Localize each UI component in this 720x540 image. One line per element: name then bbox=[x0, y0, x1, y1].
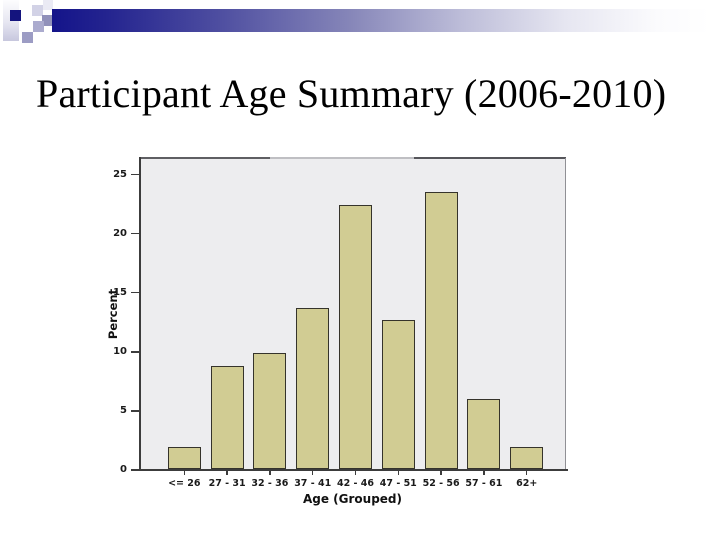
decor-accent-bar bbox=[52, 9, 710, 32]
age-summary-bar-chart: Percent Age (Grouped) <= 26 27 - 31 32 - 3… bbox=[103, 153, 583, 508]
x-tick bbox=[483, 470, 485, 475]
bar-27 - 31 bbox=[210, 366, 244, 469]
x-tick-label: 47 - 51 bbox=[379, 478, 417, 489]
x-tick bbox=[354, 470, 357, 475]
y-tick bbox=[131, 410, 139, 412]
plot-area: Percent Age (Grouped) <= 26 27 - 31 32 - 3… bbox=[106, 157, 568, 506]
decor-navy-square bbox=[10, 10, 21, 21]
decor-square-lavender bbox=[22, 32, 33, 43]
x-tick bbox=[226, 470, 228, 475]
y-tick-label: 5 bbox=[120, 404, 127, 416]
x-tick-label: <= 26 bbox=[168, 478, 201, 489]
y-tick-label: 15 bbox=[113, 286, 127, 298]
x-axis-title: Age (Grouped) bbox=[302, 492, 403, 506]
x-tick bbox=[269, 470, 271, 475]
x-tick-label: 37 - 41 bbox=[294, 478, 332, 489]
decor-square-soft bbox=[33, 21, 44, 32]
x-tick bbox=[525, 470, 528, 475]
bar-37 - 41 bbox=[296, 308, 330, 469]
y-tick bbox=[131, 173, 139, 176]
x-tick bbox=[397, 470, 400, 475]
bar-<= 26 bbox=[167, 446, 201, 469]
x-tick-label: 62+ bbox=[516, 478, 538, 489]
y-tick-label: 20 bbox=[113, 227, 127, 239]
plot-border-top-middle bbox=[270, 157, 414, 159]
bar-42 - 46 bbox=[339, 205, 372, 469]
x-tick-label: 52 - 56 bbox=[422, 478, 460, 489]
y-axis-line bbox=[138, 157, 141, 470]
decor-square-light bbox=[32, 5, 43, 16]
bar-62+ bbox=[510, 446, 544, 469]
bar-52 - 56 bbox=[424, 192, 458, 469]
x-tick-label: 32 - 36 bbox=[251, 478, 289, 489]
decor-square-pale bbox=[43, 0, 53, 10]
plot-border-top-right bbox=[414, 157, 566, 159]
y-tick-label: 0 bbox=[120, 464, 127, 475]
y-tick bbox=[131, 232, 139, 235]
x-tick bbox=[311, 470, 314, 475]
y-tick bbox=[131, 291, 139, 294]
y-tick-label: 10 bbox=[113, 345, 127, 357]
x-tick bbox=[440, 470, 442, 475]
y-tick-label: 25 bbox=[113, 168, 127, 180]
y-tick bbox=[131, 469, 139, 471]
bar-32 - 36 bbox=[253, 353, 287, 469]
decor-square-medium bbox=[42, 15, 53, 26]
plot-border-top-left bbox=[139, 157, 270, 159]
x-tick-label: 42 - 46 bbox=[337, 478, 374, 489]
x-axis-line bbox=[138, 469, 568, 471]
plot-border-right bbox=[564, 158, 566, 470]
x-tick bbox=[183, 470, 186, 475]
bar-47 - 51 bbox=[381, 320, 415, 469]
y-tick bbox=[131, 351, 139, 353]
x-tick-label: 57 - 61 bbox=[465, 478, 503, 489]
bar-57 - 61 bbox=[467, 399, 501, 469]
x-tick-label: 27 - 31 bbox=[208, 478, 246, 489]
page-title: Participant Age Summary (2006-2010) bbox=[36, 71, 667, 116]
